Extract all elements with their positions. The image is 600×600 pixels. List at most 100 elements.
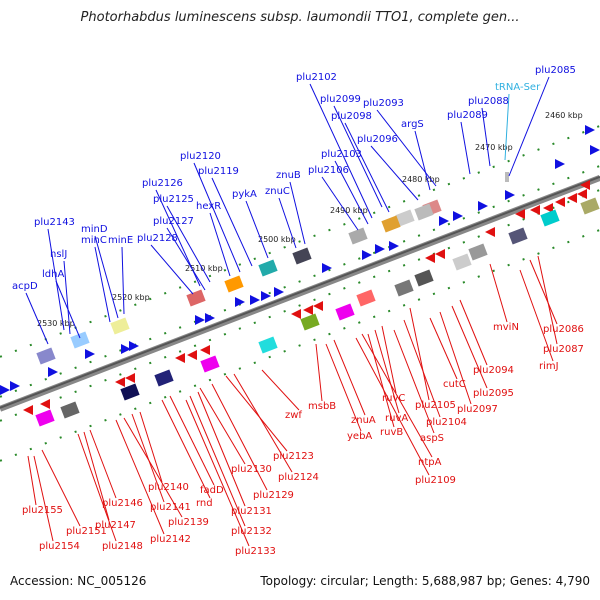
upper-gene-leader — [209, 212, 231, 277]
upper-gene-leader — [370, 145, 419, 201]
lower-gene-label: plu2155 — [22, 505, 63, 516]
lower-gene-leader — [161, 399, 211, 499]
upper-gene-leader — [245, 200, 269, 259]
reverse-gene-arrow — [313, 301, 323, 311]
lower-gene-label: plu2123 — [273, 451, 314, 462]
reverse-gene-arrow — [40, 399, 50, 409]
lower-gene-label: plu2140 — [148, 482, 189, 493]
forward-gene-arrow — [585, 125, 595, 135]
lower-gene-leader — [361, 333, 433, 458]
lower-gene-label: ntpA — [418, 457, 442, 468]
forward-gene-arrow — [375, 244, 385, 254]
forward-gene-arrow — [10, 381, 20, 391]
lower-gene-label: plu2109 — [415, 475, 456, 486]
forward-gene-arrow — [439, 216, 449, 226]
lower-gene-label: fadD — [200, 485, 224, 496]
forward-gene-arrow — [555, 159, 565, 169]
lower-gene-leader — [355, 337, 430, 476]
reverse-gene-arrow — [530, 205, 540, 215]
lower-gene-leader — [197, 391, 246, 507]
forward-gene-arrow — [274, 287, 284, 297]
forward-gene-arrow — [322, 263, 332, 273]
reverse-gene-arrow — [567, 193, 577, 203]
upper-gene-leader — [321, 176, 359, 231]
lower-gene-leader — [451, 305, 488, 389]
upper-gene-leader — [55, 280, 81, 339]
upper-gene-leader — [211, 177, 253, 267]
upper-gene-label: plu2085 — [535, 65, 576, 76]
upper-gene-label: plu2103 — [321, 149, 362, 160]
lower-gene-leader — [189, 395, 246, 527]
gene-block — [70, 331, 90, 349]
gene-block — [60, 401, 80, 419]
lower-gene-label: plu2133 — [235, 546, 276, 557]
upper-gene-leader — [309, 83, 373, 219]
lower-gene-label: plu2129 — [253, 490, 294, 501]
lower-gene-leader — [211, 383, 268, 491]
forward-gene-arrow — [590, 145, 600, 155]
gene-block — [414, 269, 434, 287]
scale-label: 2460 kbp — [545, 111, 583, 120]
lower-gene-label: plu2086 — [543, 324, 584, 335]
upper-gene-label: plu2093 — [363, 98, 404, 109]
forward-gene-arrow — [505, 190, 515, 200]
upper-gene-leader — [121, 246, 125, 315]
forward-gene-arrow — [389, 241, 399, 251]
lower-gene-label: plu2151 — [66, 526, 107, 537]
reverse-gene-arrow — [200, 345, 210, 355]
lower-gene-leader — [403, 319, 441, 418]
lower-gene-leader — [537, 255, 558, 345]
scale-label: 2530 kbp — [37, 319, 75, 328]
lower-gene-label: ruvA — [385, 413, 408, 424]
scale-label: 2470 kbp — [475, 143, 513, 152]
upper-gene-label: hslJ — [50, 249, 67, 260]
gene-block — [258, 336, 278, 354]
upper-gene-label: minC — [81, 235, 107, 246]
lower-gene-leader — [33, 455, 54, 542]
lower-gene-leader — [89, 429, 117, 499]
lower-gene-label: plu2148 — [102, 541, 143, 552]
gene-block — [580, 197, 600, 215]
dotted-track-1 — [0, 164, 600, 398]
lower-gene-leader — [529, 259, 558, 325]
lower-gene-label: plu2154 — [39, 541, 80, 552]
reverse-gene-arrow — [485, 227, 495, 237]
lower-gene-leader — [459, 299, 488, 366]
forward-gene-arrow — [478, 201, 488, 211]
gene-features — [0, 125, 600, 427]
reverse-gene-arrow — [425, 253, 435, 263]
upper-gene-leader — [94, 246, 111, 323]
lower-gene-label: plu2141 — [150, 502, 191, 513]
lower-gene-label: plu2147 — [95, 520, 136, 531]
upper-gene-leader — [25, 292, 49, 345]
lower-gene-leader — [185, 399, 250, 547]
lower-gene-leader — [233, 373, 293, 473]
upper-gene-label: plu2119 — [198, 166, 239, 177]
lower-gene-label: plu2124 — [278, 472, 319, 483]
lower-gene-label: rnd — [196, 498, 213, 509]
lower-gene-leader — [367, 333, 395, 428]
lower-gene-label: plu2132 — [231, 526, 272, 537]
reverse-gene-arrow — [291, 309, 301, 319]
upper-gene-leader — [63, 260, 71, 335]
lower-gene-label: plu2095 — [473, 388, 514, 399]
forward-gene-arrow — [235, 297, 245, 307]
gene-block — [395, 209, 415, 227]
forward-gene-arrow — [195, 315, 205, 325]
forward-gene-arrow — [453, 211, 463, 221]
lower-gene-label: yebA — [347, 431, 372, 442]
upper-gene-label: plu2106 — [308, 165, 349, 176]
forward-gene-arrow — [0, 385, 10, 395]
upper-gene-leader — [193, 162, 241, 273]
lower-gene-leader — [374, 329, 400, 414]
gene-block — [540, 209, 560, 227]
lower-gene-label: zwf — [285, 410, 302, 421]
lower-gene-leader — [83, 431, 110, 521]
gene-block — [120, 383, 140, 401]
dotted-track-0 — [0, 124, 600, 358]
upper-gene-label: plu2127 — [153, 216, 194, 227]
forward-gene-arrow — [129, 341, 139, 351]
upper-gene-leader — [333, 105, 383, 208]
upper-gene-label: plu2098 — [331, 111, 372, 122]
upper-gene-leader — [166, 205, 211, 283]
